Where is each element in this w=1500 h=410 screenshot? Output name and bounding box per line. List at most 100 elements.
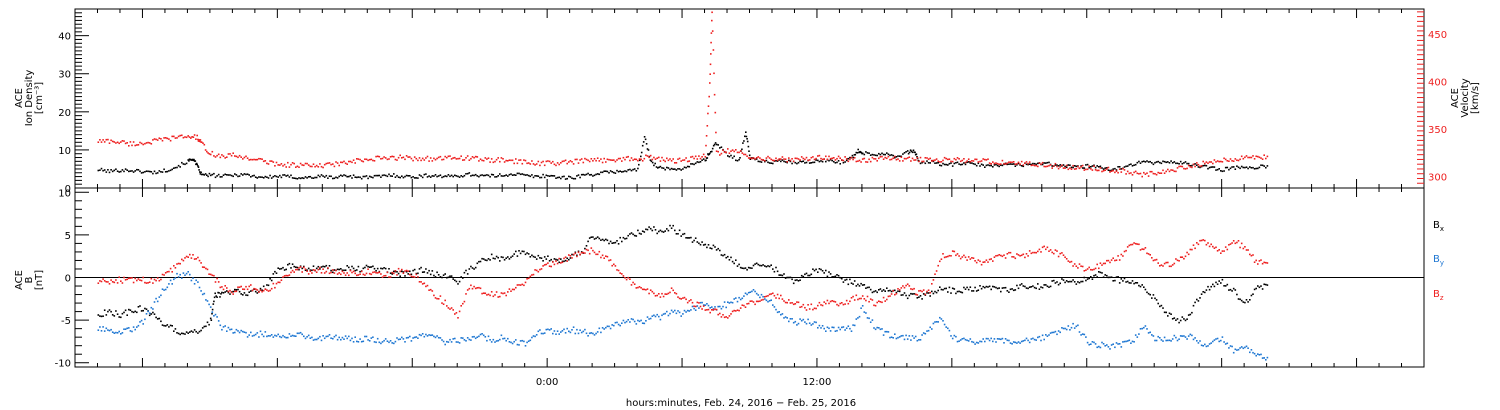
- field-point-bx: [837, 274, 840, 277]
- field-point-bx: [320, 266, 323, 268]
- field-point-by: [547, 328, 549, 331]
- density-point: [743, 140, 745, 142]
- velocity-point: [1200, 165, 1203, 167]
- density-point: [669, 168, 671, 171]
- field-point-bx: [417, 272, 419, 275]
- field-point-by: [1136, 336, 1139, 338]
- field-point-bz: [1104, 262, 1106, 265]
- density-axis-title: ACE: [14, 88, 25, 108]
- velocity-point: [1094, 169, 1097, 171]
- density-point: [1186, 162, 1188, 165]
- field-point-bz: [600, 256, 602, 259]
- field-point-bx: [677, 233, 679, 235]
- field-point-by: [1152, 335, 1155, 337]
- density-point: [463, 174, 466, 177]
- field-point-by: [1144, 325, 1147, 327]
- velocity-point: [412, 159, 414, 162]
- field-point-bz: [314, 269, 316, 272]
- velocity-point: [1181, 165, 1184, 168]
- field-point-bx: [560, 258, 562, 260]
- field-point-bx: [434, 276, 437, 278]
- field-point-bz: [664, 293, 666, 295]
- field-point-bz: [1017, 254, 1020, 256]
- field-point-bz: [367, 268, 369, 270]
- field-point-bz: [396, 274, 398, 276]
- field-point-bz: [725, 316, 727, 318]
- field-point-by: [299, 331, 302, 334]
- density-point: [1081, 167, 1084, 169]
- field-point-bx: [664, 230, 666, 232]
- field-point-by: [140, 319, 143, 322]
- velocity-point: [1035, 164, 1037, 167]
- field-point-bx: [564, 259, 567, 262]
- field-point-by: [1187, 335, 1190, 337]
- field-point-bx: [1130, 282, 1132, 284]
- density-point: [1160, 162, 1163, 165]
- velocity-point: [633, 158, 636, 160]
- field-point-by: [397, 338, 400, 341]
- density-point: [644, 138, 647, 141]
- velocity-point: [871, 156, 874, 159]
- field-point-bx: [897, 290, 899, 292]
- velocity-point: [609, 159, 612, 161]
- field-point-by: [984, 340, 986, 343]
- density-point: [1253, 168, 1256, 170]
- field-point-by: [1048, 334, 1050, 336]
- density-point: [1056, 164, 1058, 166]
- velocity-point: [1070, 168, 1073, 170]
- field-point-by: [319, 335, 321, 338]
- velocity-point: [892, 157, 894, 159]
- density-point: [481, 174, 483, 176]
- field-point-bz: [492, 295, 495, 298]
- field-point-by: [874, 328, 877, 331]
- field-point-bx: [592, 236, 594, 238]
- field-point-by: [330, 337, 332, 339]
- field-point-by: [752, 289, 755, 291]
- field-point-by: [711, 306, 713, 308]
- velocity-point: [741, 152, 744, 154]
- field-point-by: [1123, 340, 1126, 343]
- field-point-bz: [627, 276, 629, 279]
- field-point-bx: [574, 251, 577, 254]
- field-point-by: [405, 337, 408, 339]
- velocity-point: [442, 158, 445, 161]
- velocity-point: [736, 151, 739, 154]
- field-point-by: [524, 345, 527, 347]
- field-point-bz: [1263, 261, 1265, 264]
- field-point-bz: [1159, 265, 1161, 267]
- field-point-by: [948, 329, 951, 332]
- velocity-point: [926, 157, 928, 159]
- field-point-by: [384, 338, 387, 340]
- field-point-bz: [1237, 240, 1240, 242]
- field-point-bx: [621, 240, 623, 243]
- field-point-by: [1200, 344, 1203, 347]
- field-point-bx: [168, 326, 170, 328]
- density-point: [821, 160, 824, 163]
- velocity-point: [701, 156, 703, 158]
- field-point-bx: [1205, 289, 1208, 291]
- field-point-bz: [1234, 242, 1237, 245]
- velocity-point: [243, 156, 246, 159]
- velocity-point: [725, 151, 727, 154]
- velocity-point: [600, 158, 602, 160]
- field-point-bx: [1165, 311, 1167, 314]
- field-point-bz: [237, 286, 239, 288]
- velocity-point: [563, 160, 565, 162]
- field-point-bz: [399, 270, 401, 273]
- velocity-point: [640, 158, 642, 161]
- field-point-bx: [287, 263, 289, 266]
- velocity-point: [1252, 155, 1254, 157]
- field-point-bz: [972, 257, 975, 259]
- field-point-by: [152, 308, 154, 310]
- density-point: [844, 161, 846, 163]
- field-point-bz: [934, 273, 936, 275]
- density-point: [1231, 166, 1233, 168]
- field-point-bx: [1236, 293, 1238, 296]
- field-point-by: [906, 338, 909, 340]
- field-point-bz: [1265, 261, 1267, 264]
- density-point: [340, 174, 342, 177]
- field-point-bx: [702, 244, 705, 246]
- field-point-by: [208, 303, 210, 306]
- density-point: [1035, 163, 1037, 166]
